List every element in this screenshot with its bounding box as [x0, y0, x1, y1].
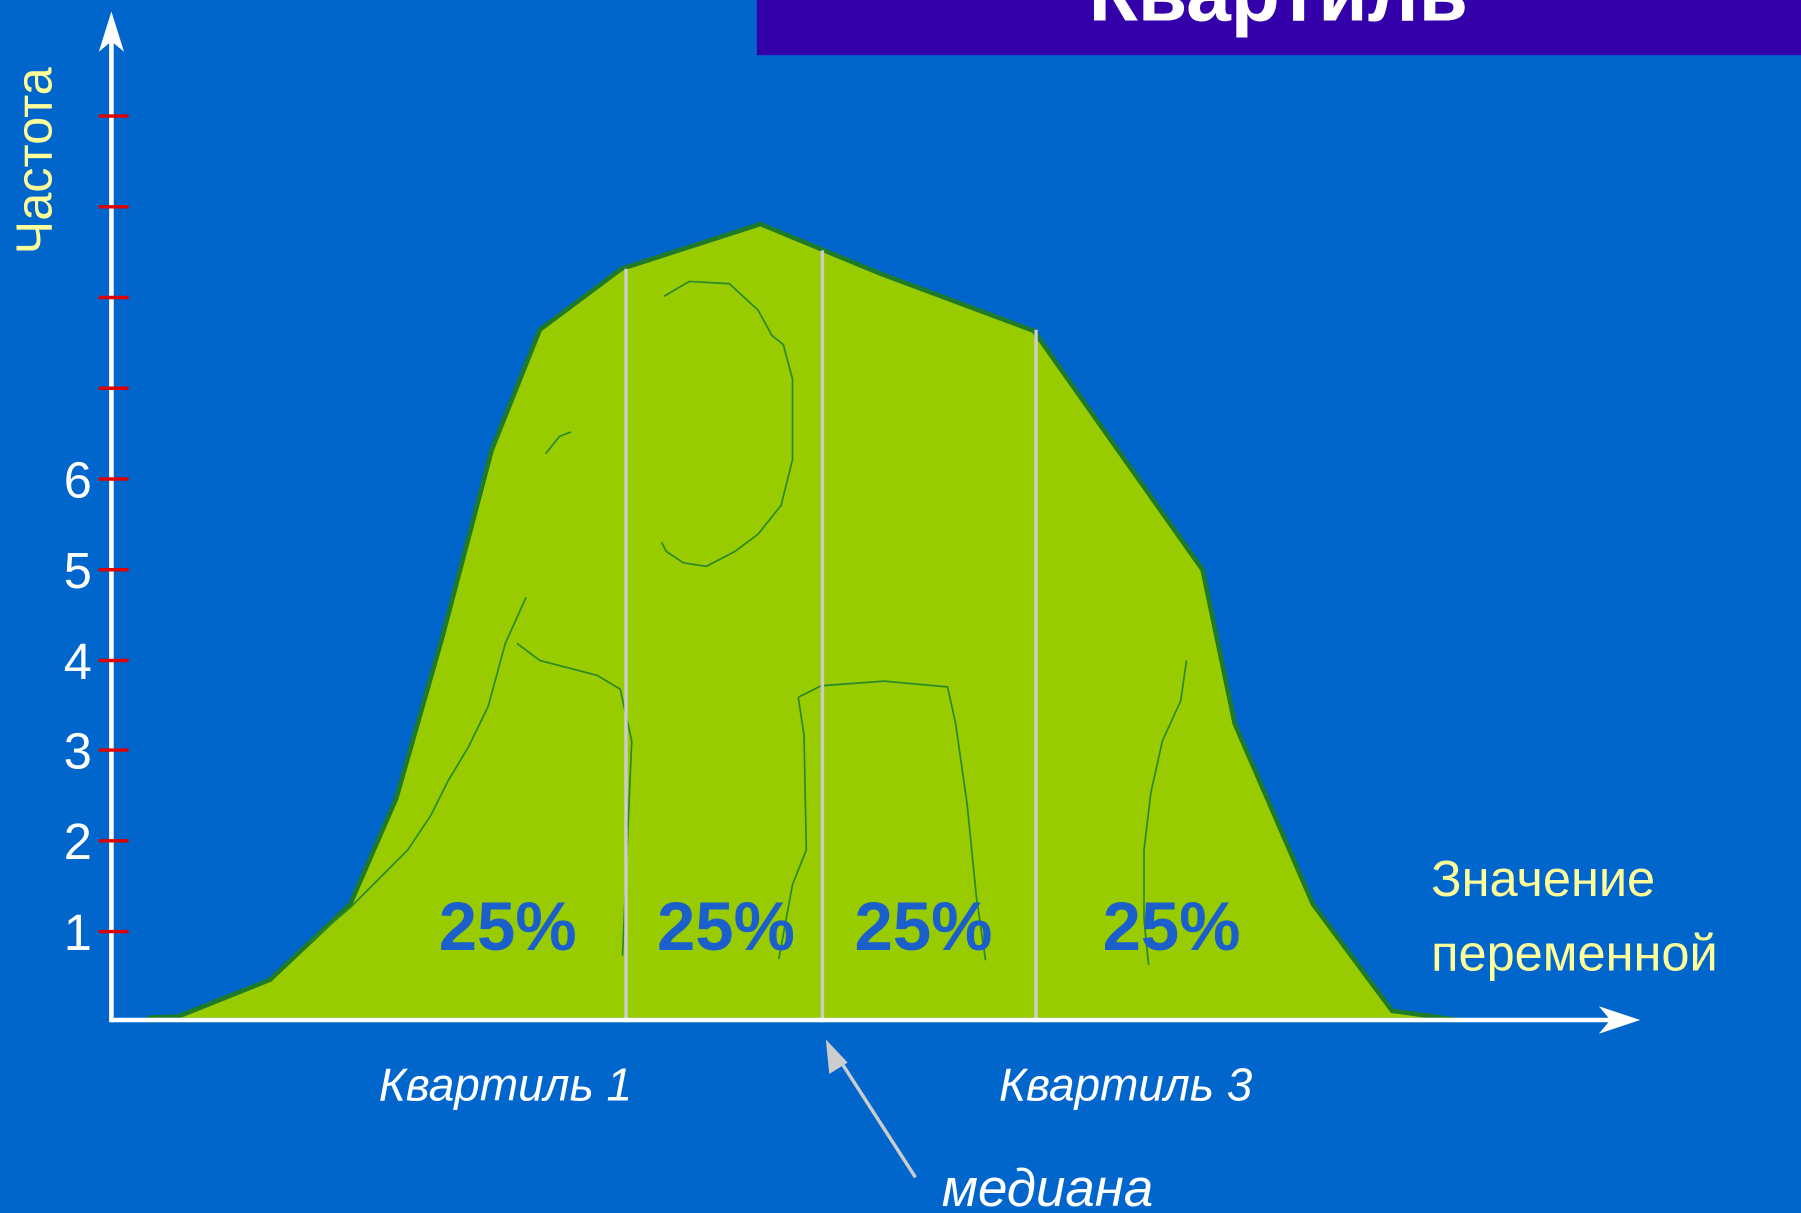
x-axis-label: Значение: [1431, 850, 1655, 907]
y-tick-marks: [98, 114, 129, 934]
y-axis-label: Частота: [6, 66, 63, 254]
segment-labels: 25% 25% 25% 25%: [439, 888, 1241, 965]
y-tick-label: 2: [64, 813, 92, 870]
quartile-label: Квартиль 1: [379, 1058, 632, 1110]
y-tick-label: 4: [64, 633, 92, 690]
quartile-label: Квартиль 3: [999, 1058, 1253, 1110]
axes: [98, 11, 1641, 1034]
segment-label: 25%: [1103, 888, 1241, 965]
elephant-sketch: [309, 280, 1188, 965]
distribution-shape: [147, 221, 1462, 1023]
y-axis-arrow: [98, 11, 125, 52]
title-box: [756, 0, 1801, 56]
y-tick-labels: 1 2 3 4 5 6: [64, 451, 92, 961]
segment-label: 25%: [439, 888, 577, 965]
title: Квартиль: [1089, 0, 1468, 39]
y-tick-label: 3: [64, 722, 92, 779]
median-pointer: [834, 1053, 917, 1179]
y-tick-label: 1: [64, 904, 92, 961]
x-axis-arrow: [1598, 1006, 1641, 1034]
median-label: медиана: [942, 1159, 1153, 1213]
y-tick-label: 6: [64, 451, 92, 508]
quartile-lines: [624, 250, 1038, 1023]
median-pointer-head: [825, 1039, 848, 1074]
segment-label: 25%: [657, 888, 795, 965]
y-tick-label: 5: [64, 542, 92, 599]
x-axis-label: переменной: [1431, 925, 1718, 982]
segment-label: 25%: [855, 888, 993, 965]
